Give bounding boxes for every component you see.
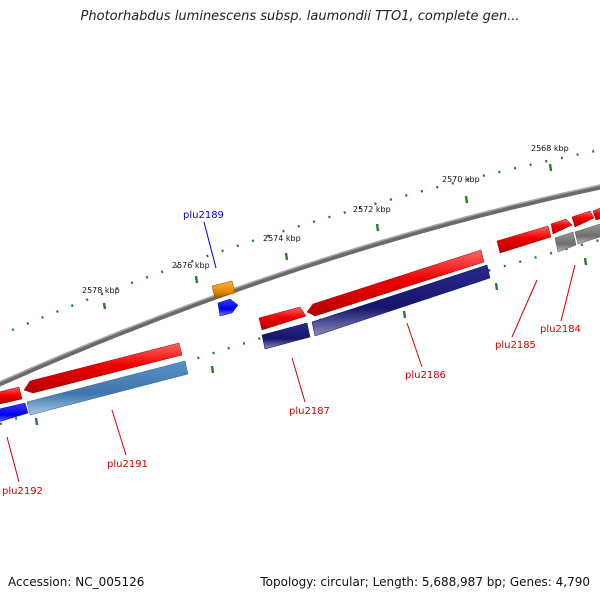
scale-label-2576: 2576 kbp xyxy=(172,261,210,270)
scale-label-2574: 2574 kbp xyxy=(263,234,301,243)
gene-plu2186-forward[interactable] xyxy=(306,249,485,317)
gene-gray-1[interactable] xyxy=(554,231,577,253)
gene-label-plu2192[interactable]: plu2192 xyxy=(2,486,43,497)
scale-label-2570: 2570 kbp xyxy=(442,175,480,184)
gene-plu2191-forward[interactable] xyxy=(23,342,183,394)
map-title: Photorhabdus luminescens subsp. laumondi… xyxy=(80,9,520,24)
scale-label-2568: 2568 kbp xyxy=(531,144,569,153)
gene-plu2192-forward[interactable] xyxy=(0,386,23,405)
gene-plu2191-reverse[interactable] xyxy=(26,360,189,416)
gene-label-plu2186[interactable]: plu2186 xyxy=(405,370,446,381)
inner-major-ticks xyxy=(34,257,588,426)
gene-orange-small[interactable] xyxy=(211,280,236,299)
gene-label-plu2191[interactable]: plu2191 xyxy=(107,459,148,470)
callout-lines xyxy=(6,221,576,483)
gene-label-plu2184[interactable]: plu2184 xyxy=(540,324,581,335)
genome-summary-text: Topology: circular; Length: 5,688,987 bp… xyxy=(260,575,590,589)
gene-gray-2[interactable] xyxy=(574,223,600,245)
gene-red-small-2[interactable] xyxy=(571,210,595,228)
gene-plu2187-reverse[interactable] xyxy=(261,322,311,350)
gene-label-plu2185[interactable]: plu2185 xyxy=(495,340,536,351)
gene-label-plu2189[interactable]: plu2189 xyxy=(183,210,224,221)
scale-label-2578: 2578 kbp xyxy=(82,286,120,295)
gene-red-small-1[interactable] xyxy=(550,218,573,235)
accession-text: Accession: NC_005126 xyxy=(8,575,145,589)
gene-plu2186-reverse[interactable] xyxy=(311,264,491,337)
gene-plu2187-forward[interactable] xyxy=(258,306,307,331)
gene-red-small-3[interactable] xyxy=(592,207,600,221)
gene-plu2189[interactable] xyxy=(217,298,239,317)
gene-plu2185-forward[interactable] xyxy=(496,225,552,254)
gene-plu2192-reverse[interactable] xyxy=(0,402,29,423)
major-ticks xyxy=(102,163,553,310)
gene-label-plu2187[interactable]: plu2187 xyxy=(289,406,330,417)
scale-label-2572: 2572 kbp xyxy=(353,205,391,214)
genome-backbone xyxy=(0,184,600,387)
